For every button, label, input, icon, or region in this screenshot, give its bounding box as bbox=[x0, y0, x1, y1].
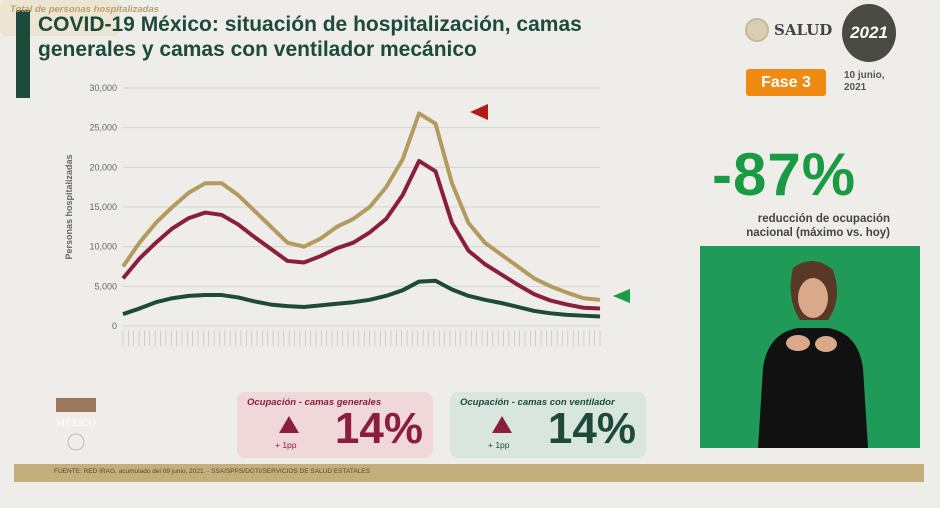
interpreter-figure bbox=[758, 260, 868, 448]
y-tick-label: 0 bbox=[112, 321, 117, 331]
y-tick-label: 30,000 bbox=[89, 83, 117, 93]
legend-total-label: Total de personas hospitalizadas bbox=[10, 4, 160, 15]
kpi-label: Ocupación - camas con ventilador bbox=[460, 397, 615, 408]
current-marker-triangle-icon bbox=[613, 288, 630, 304]
hospitalization-chart: 0 5,000 10,000 15,000 20,000 25,000 30,000 Pers… bbox=[64, 83, 630, 346]
peak-marker-triangle-icon bbox=[470, 104, 488, 120]
y-tick-label: 15,000 bbox=[89, 202, 117, 212]
mexico-emblem-icon: MÉXICO bbox=[56, 398, 96, 451]
kpi-value: 14% bbox=[334, 404, 423, 453]
y-axis-label: Personas hospitalizadas bbox=[64, 154, 74, 259]
y-tick-label: 10,000 bbox=[89, 242, 117, 252]
kpi-general-beds: Ocupación - camas generales + 1pp 14% bbox=[237, 392, 433, 458]
source-text: FUENTE: RED IRAG, acumulado del 09 junio… bbox=[54, 468, 370, 475]
kpi-change: + 1pp bbox=[488, 440, 510, 450]
seal-icon bbox=[745, 18, 769, 42]
svg-text:MÉXICO: MÉXICO bbox=[56, 417, 96, 429]
series-line-ventilator bbox=[122, 278, 601, 319]
salud-logo: SALUD bbox=[745, 18, 832, 42]
series-line-general bbox=[121, 158, 601, 311]
headline-value: -87% bbox=[712, 141, 857, 208]
brand-name: SALUD bbox=[774, 21, 833, 39]
series-line-total bbox=[121, 111, 601, 302]
event-logo-2021: 2021 bbox=[842, 4, 896, 62]
sign-language-video bbox=[700, 246, 920, 448]
date-label: 10 junio, 2021 bbox=[844, 70, 885, 93]
up-triangle-icon bbox=[492, 416, 512, 433]
y-tick-label: 25,000 bbox=[89, 123, 117, 133]
kpi-value: 14% bbox=[547, 404, 636, 453]
title-accent-bar bbox=[16, 10, 30, 98]
y-tick-label: 5,000 bbox=[94, 281, 117, 291]
source-footer: FUENTE: RED IRAG, acumulado del 09 junio… bbox=[14, 464, 924, 482]
phase-badge: Fase 3 bbox=[746, 69, 826, 96]
up-triangle-icon bbox=[279, 416, 299, 433]
y-tick-label: 20,000 bbox=[89, 162, 117, 172]
headline-description: reducción de ocupación nacional (máximo … bbox=[746, 213, 890, 239]
kpi-label: Ocupación - camas generales bbox=[247, 397, 382, 408]
kpi-change: + 1pp bbox=[275, 440, 297, 450]
page-title: COVID-19 México: situación de hospitaliz… bbox=[38, 13, 582, 61]
kpi-ventilator-beds: Ocupación - camas con ventilador + 1pp 1… bbox=[450, 392, 646, 458]
